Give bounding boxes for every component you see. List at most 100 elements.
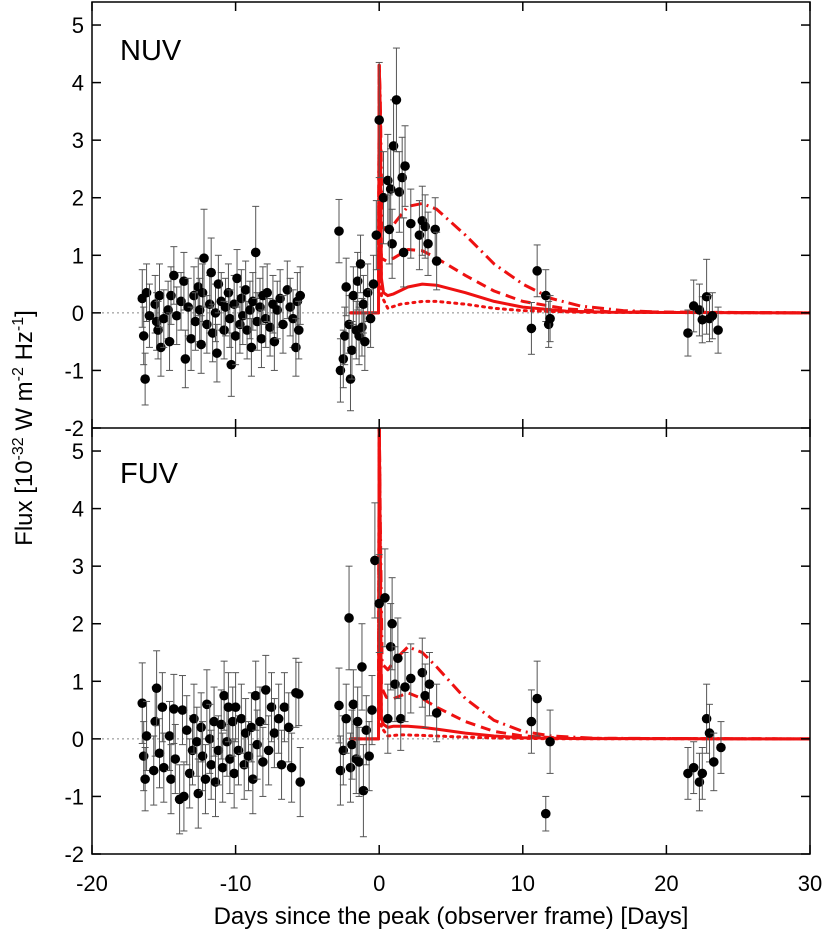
point-marker bbox=[387, 618, 397, 629]
point-marker bbox=[357, 662, 367, 672]
data-point bbox=[293, 300, 304, 360]
data-point bbox=[226, 332, 237, 397]
point-marker bbox=[219, 325, 229, 335]
model-curve-dashed bbox=[350, 428, 810, 741]
data-point bbox=[707, 292, 718, 340]
data-point bbox=[262, 263, 272, 322]
point-marker bbox=[532, 693, 542, 704]
data-point bbox=[230, 306, 241, 366]
data-point bbox=[151, 650, 162, 727]
point-marker bbox=[196, 722, 206, 733]
point-marker bbox=[157, 702, 168, 713]
point-marker bbox=[258, 757, 268, 767]
data-point bbox=[269, 698, 280, 769]
point-marker bbox=[431, 256, 442, 266]
data-point bbox=[279, 672, 290, 743]
point-marker bbox=[230, 331, 241, 341]
point-marker bbox=[196, 339, 206, 350]
point-marker bbox=[263, 745, 274, 756]
point-marker bbox=[540, 808, 551, 819]
data-point bbox=[400, 125, 410, 207]
point-marker bbox=[236, 713, 247, 724]
data-point bbox=[140, 352, 150, 406]
data-point bbox=[293, 661, 304, 727]
point-marker bbox=[295, 290, 306, 301]
data-point bbox=[295, 747, 306, 818]
point-marker bbox=[424, 679, 435, 689]
data-point bbox=[526, 302, 537, 355]
point-marker bbox=[140, 374, 150, 384]
point-marker bbox=[278, 319, 288, 330]
model-curve-dotted bbox=[349, 428, 810, 741]
model-curve-dotted bbox=[349, 63, 810, 315]
data-point bbox=[334, 667, 344, 744]
y-tick-label: 2 bbox=[72, 612, 84, 637]
y-axis-ticks: -2 -1 0 1 2 3 4 5 bbox=[64, 13, 810, 441]
point-marker bbox=[154, 748, 165, 759]
point-marker bbox=[367, 705, 377, 715]
point-marker bbox=[248, 774, 258, 784]
data-point bbox=[358, 274, 369, 334]
data-point bbox=[688, 741, 699, 795]
point-marker bbox=[190, 316, 201, 327]
data-point bbox=[424, 652, 435, 717]
point-marker bbox=[380, 593, 390, 603]
data-point bbox=[374, 554, 385, 654]
data-point bbox=[368, 254, 379, 314]
point-marker bbox=[532, 266, 542, 276]
data-point bbox=[385, 603, 396, 691]
point-marker bbox=[230, 702, 241, 713]
point-marker bbox=[347, 739, 357, 750]
point-marker bbox=[341, 713, 351, 724]
point-marker bbox=[383, 713, 393, 724]
y-tick-label: -2 bbox=[64, 842, 84, 867]
point-marker bbox=[260, 685, 271, 695]
data-point bbox=[180, 329, 191, 389]
data-point bbox=[171, 286, 182, 346]
point-marker bbox=[186, 333, 196, 344]
data-point bbox=[387, 577, 397, 671]
point-marker bbox=[293, 689, 304, 699]
data-point bbox=[219, 660, 229, 731]
point-marker bbox=[384, 224, 395, 235]
point-marker bbox=[713, 325, 723, 335]
point-marker bbox=[240, 285, 251, 295]
y-tick-label: 1 bbox=[72, 669, 84, 694]
data-point bbox=[360, 312, 370, 371]
y-axis-ticks: -2 -1 0 1 2 3 4 5 bbox=[64, 439, 810, 867]
data-point bbox=[278, 295, 288, 354]
point-marker bbox=[370, 555, 380, 566]
y-tick-label: 2 bbox=[72, 186, 84, 211]
point-marker bbox=[360, 336, 370, 347]
point-marker bbox=[181, 725, 192, 736]
point-marker bbox=[137, 698, 148, 708]
point-marker bbox=[225, 313, 235, 324]
data-point bbox=[223, 672, 234, 743]
point-marker bbox=[400, 161, 410, 171]
point-marker bbox=[339, 331, 350, 341]
data-point bbox=[334, 198, 344, 264]
data-point bbox=[217, 732, 228, 803]
point-marker bbox=[199, 253, 209, 263]
y-axis-title-exp2: -2 bbox=[10, 367, 27, 381]
data-point bbox=[150, 686, 160, 757]
point-marker bbox=[371, 230, 382, 240]
point-marker bbox=[683, 328, 693, 338]
point-marker bbox=[545, 736, 555, 747]
point-marker bbox=[348, 699, 359, 710]
point-marker bbox=[177, 705, 188, 715]
panel-label-fuv: FUV bbox=[120, 458, 179, 490]
model-curves bbox=[349, 428, 810, 741]
point-marker bbox=[697, 314, 708, 325]
point-marker bbox=[151, 683, 162, 694]
data-point bbox=[341, 683, 351, 754]
data-point bbox=[683, 747, 693, 800]
data-point bbox=[258, 726, 268, 797]
y-tick-label: -1 bbox=[64, 358, 84, 383]
point-marker bbox=[368, 279, 379, 289]
data-point bbox=[355, 234, 366, 294]
point-marker bbox=[385, 641, 396, 652]
point-marker bbox=[405, 673, 416, 684]
data-point bbox=[347, 321, 357, 380]
point-marker bbox=[348, 290, 359, 301]
